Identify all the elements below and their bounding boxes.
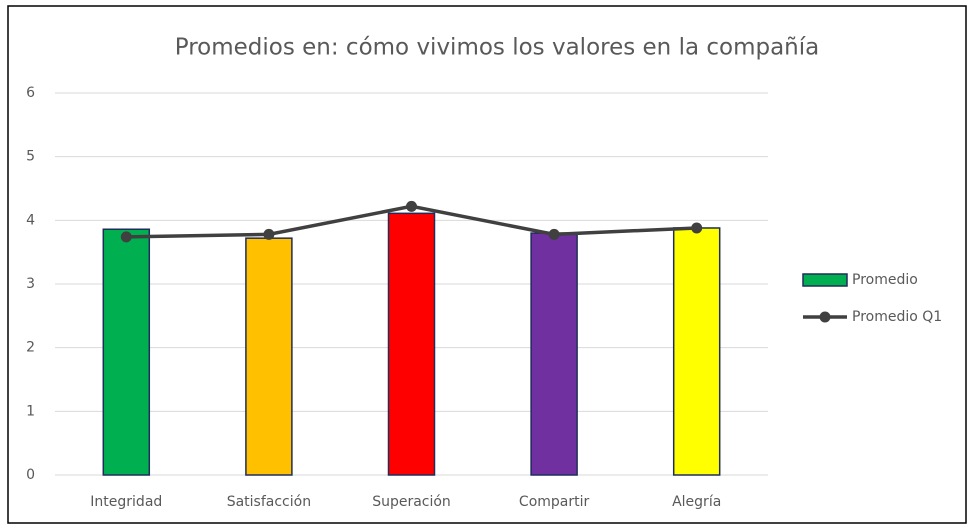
bar [530, 232, 578, 476]
legend-label: Promedio Q1 [852, 309, 942, 325]
x-tick-label: Compartir [519, 494, 590, 510]
legend-marker [819, 311, 831, 323]
x-tick-label: Alegría [672, 494, 721, 510]
y-tick-label: 5 [26, 149, 35, 165]
line-point [548, 228, 560, 240]
x-tick-label: Satisfacción [227, 494, 311, 510]
line-point [263, 228, 275, 240]
bar [102, 228, 151, 476]
y-tick-label: 0 [26, 467, 35, 483]
chart-frame [7, 5, 967, 524]
y-tick-label: 3 [26, 276, 35, 292]
line-point [120, 231, 132, 243]
bar [387, 212, 436, 476]
legend-swatch [802, 273, 848, 287]
legend-label: Promedio [852, 272, 918, 288]
x-tick-label: Integridad [90, 494, 162, 510]
y-tick-label: 1 [26, 403, 35, 419]
y-tick-label: 4 [26, 212, 35, 228]
y-tick-label: 2 [26, 340, 35, 356]
x-tick-label: Superación [372, 494, 451, 510]
bar [672, 227, 721, 476]
y-tick-label: 6 [26, 85, 35, 101]
chart-title: Promedios en: cómo vivimos los valores e… [175, 35, 820, 61]
bar [245, 237, 293, 476]
line-point [406, 200, 417, 212]
line-point [691, 222, 703, 234]
